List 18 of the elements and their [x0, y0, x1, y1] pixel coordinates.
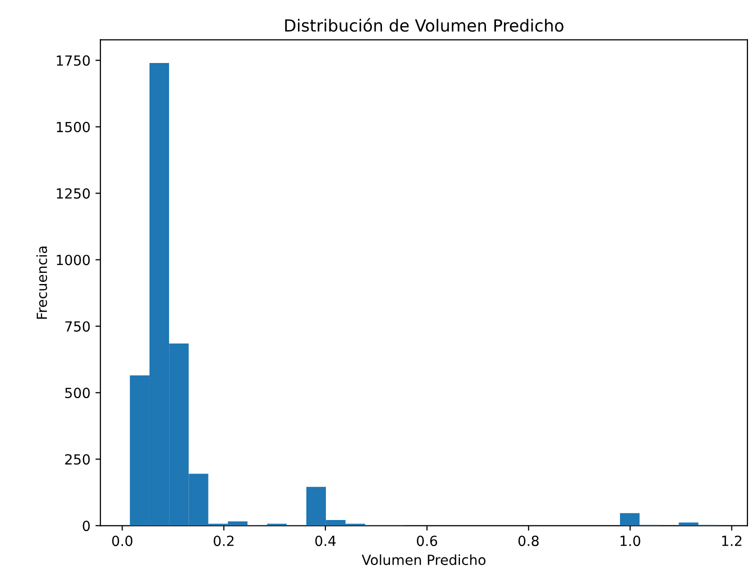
chart-title: Distribución de Volumen Predicho — [285, 18, 564, 32]
x-tick-label: 0.8 — [518, 536, 539, 546]
y-tick-label: 1000 — [56, 254, 90, 266]
x-tick-label: 0.2 — [214, 536, 234, 546]
x-tick-label: 0.0 — [112, 536, 132, 546]
y-axis-title: Frecuencia — [36, 246, 48, 319]
y-tick-label: 750 — [65, 321, 90, 332]
y-tick-label: 1250 — [56, 188, 90, 199]
y-tick-label: 500 — [65, 388, 90, 398]
x-tick-label: 0.4 — [315, 536, 336, 546]
x-axis-title: Volumen Predicho — [362, 554, 486, 566]
x-tick-label: 0.6 — [416, 536, 438, 546]
y-tick-label: 0 — [82, 520, 90, 532]
y-tick-label: 1750 — [56, 55, 90, 66]
y-tick-label: 1500 — [56, 122, 90, 132]
x-tick-label: 1.0 — [620, 536, 640, 546]
x-tick-label: 1.2 — [722, 536, 742, 546]
y-tick-label: 250 — [65, 454, 90, 465]
